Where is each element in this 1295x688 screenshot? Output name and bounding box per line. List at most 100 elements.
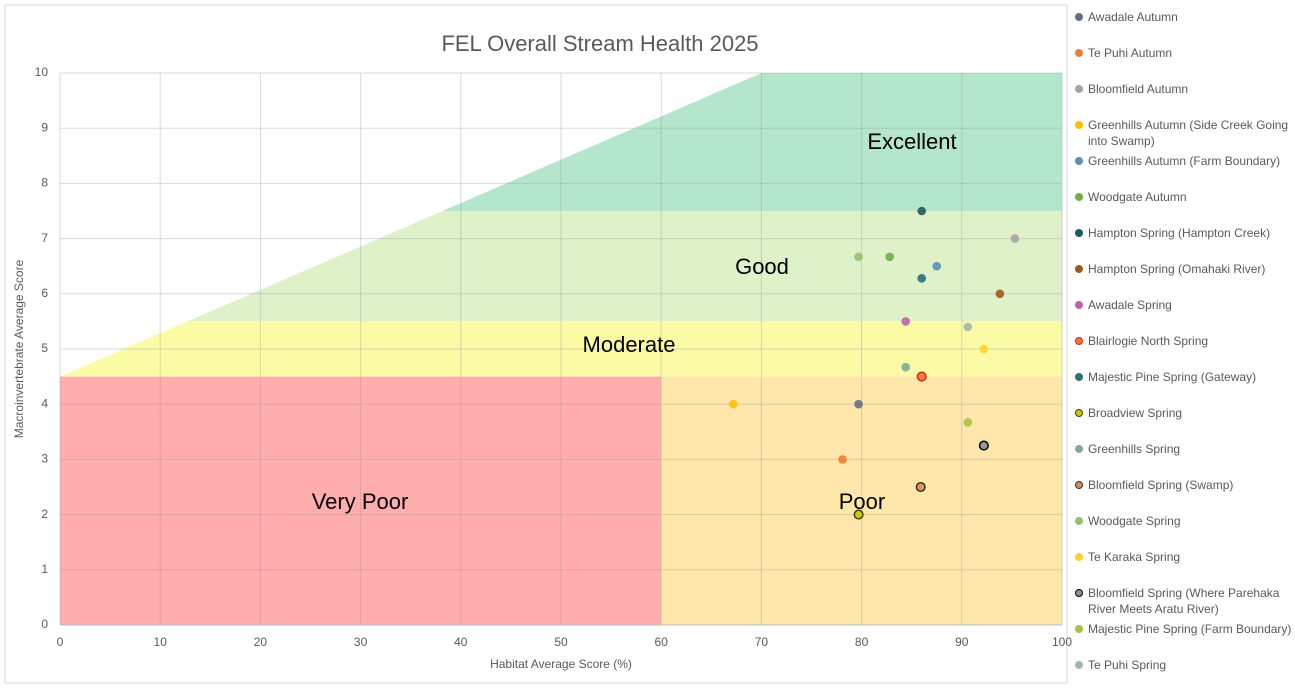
data-point [995, 289, 1005, 299]
legend-item: Greenhills Autumn (Farm Boundary) [1074, 153, 1292, 169]
legend-label: Blairlogie North Spring [1088, 334, 1209, 348]
y-tick-label: 6 [41, 286, 48, 300]
legend-marker [1075, 409, 1083, 417]
x-tick-label: 90 [955, 635, 969, 649]
x-tick-label: 100 [1052, 635, 1072, 649]
x-tick-label: 0 [57, 635, 64, 649]
data-point [978, 440, 989, 451]
legend-item: Greenhills Autumn (Side Creek Going into… [1074, 117, 1292, 149]
legend-label: Bloomfield Autumn [1088, 82, 1189, 96]
legend-marker [1075, 517, 1083, 525]
legend-marker [1075, 445, 1083, 453]
x-tick-label: 60 [655, 635, 669, 649]
zone [661, 376, 1062, 625]
y-axis-label: Macroinvertebrate Average Score [12, 259, 26, 438]
y-tick-label: 5 [41, 341, 48, 355]
data-point [917, 206, 927, 216]
data-point [963, 418, 973, 427]
data-point [915, 481, 926, 493]
legend-marker [1075, 85, 1083, 93]
x-tick-label: 80 [855, 635, 869, 649]
zone-label: Poor [839, 489, 885, 514]
legend-marker [1075, 337, 1083, 345]
legend-label: Awadale Autumn [1088, 10, 1178, 24]
data-point [901, 317, 910, 326]
y-tick-label: 1 [41, 562, 48, 576]
legend-item: Hampton Spring (Hampton Creek) [1074, 225, 1292, 241]
legend-marker [1075, 193, 1083, 201]
legend-marker [1075, 589, 1083, 597]
legend-marker [1075, 229, 1083, 237]
legend-marker [1075, 553, 1083, 561]
legend-marker [1075, 157, 1083, 165]
legend-item: Te Puhi Autumn [1074, 45, 1292, 61]
legend-label: Hampton Spring (Hampton Creek) [1088, 226, 1271, 240]
x-tick-label: 50 [554, 635, 568, 649]
x-tick-label: 40 [454, 635, 468, 649]
chart: FEL Overall Stream Health 2025 Habitat A… [4, 4, 1072, 684]
legend-marker [1075, 121, 1083, 129]
legend-label: Bloomfield Spring (Swamp) [1088, 478, 1234, 492]
y-tick-label: 4 [41, 396, 48, 410]
legend-marker [1075, 625, 1083, 633]
zone-label: Good [735, 254, 789, 279]
legend-label: Majestic Pine Spring (Gateway) [1088, 370, 1257, 384]
legend-marker [1075, 661, 1083, 669]
data-point [838, 455, 847, 464]
data-point [853, 509, 864, 520]
data-point [979, 344, 989, 354]
data-point [885, 252, 894, 262]
y-tick-label: 10 [35, 65, 49, 79]
legend-label: Woodgate Autumn [1088, 190, 1187, 204]
x-tick-label: 10 [154, 635, 168, 649]
legend-item: Greenhills Spring [1074, 441, 1292, 457]
zone-label: Very Poor [312, 489, 409, 514]
legend-item: Te Karaka Spring [1074, 549, 1292, 565]
legend-item: Broadview Spring [1074, 405, 1292, 421]
legend-label: Hampton Spring (Omahaki River) [1088, 262, 1266, 276]
data-point [916, 371, 927, 382]
legend-label: Greenhills Spring [1088, 442, 1181, 456]
legend-item: Majestic Pine Spring (Farm Boundary) [1074, 621, 1292, 637]
y-tick-label: 3 [41, 452, 48, 466]
zone [60, 321, 1062, 377]
data-point [917, 274, 927, 283]
legend-item: Woodgate Autumn [1074, 189, 1292, 205]
data-point [854, 399, 863, 409]
zone [60, 376, 662, 625]
data-point [901, 362, 910, 372]
data-point [854, 252, 863, 262]
x-tick-label: 70 [755, 635, 769, 649]
legend-item: Te Puhi Spring [1074, 657, 1292, 673]
legend-label: Greenhills Autumn (Side Creek Going into… [1088, 118, 1289, 148]
zone [187, 211, 1062, 322]
data-point [729, 399, 738, 409]
legend-marker [1075, 373, 1083, 381]
legend-label: Te Karaka Spring [1088, 550, 1181, 564]
zone-label: Excellent [867, 129, 956, 154]
chart-title: FEL Overall Stream Health 2025 [441, 31, 758, 56]
legend-item: Bloomfield Spring (Swamp) [1074, 477, 1292, 493]
legend-marker [1075, 13, 1083, 21]
x-tick-label: 20 [254, 635, 268, 649]
data-point [963, 322, 973, 332]
y-tick-label: 7 [41, 231, 48, 245]
legend-item: Majestic Pine Spring (Gateway) [1074, 369, 1292, 385]
y-tick-label: 2 [41, 507, 48, 521]
legend-label: Woodgate Spring [1088, 514, 1181, 528]
x-axis-label: Habitat Average Score (%) [490, 657, 632, 671]
legend-item: Woodgate Spring [1074, 513, 1292, 529]
data-point [932, 261, 942, 271]
legend-label: Majestic Pine Spring (Farm Boundary) [1088, 622, 1292, 636]
legend-label: Greenhills Autumn (Farm Boundary) [1088, 154, 1281, 168]
x-tick-label: 30 [354, 635, 368, 649]
y-tick-label: 0 [41, 617, 48, 631]
legend-marker [1075, 49, 1083, 57]
y-tick-label: 8 [41, 176, 48, 190]
legend-label: Awadale Spring [1088, 298, 1172, 312]
legend-label: Bloomfield Spring (Where Parehaka River … [1088, 586, 1280, 616]
legend-label: Broadview Spring [1088, 406, 1183, 420]
data-point [1010, 234, 1020, 243]
legend-label: Te Puhi Spring [1088, 658, 1167, 672]
